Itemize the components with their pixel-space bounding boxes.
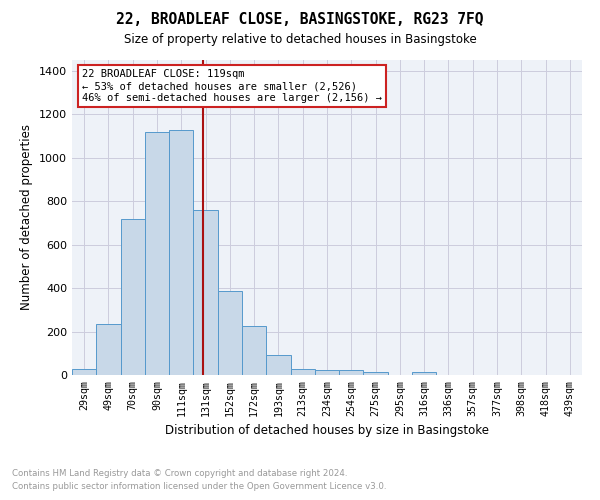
Text: 22, BROADLEAF CLOSE, BASINGSTOKE, RG23 7FQ: 22, BROADLEAF CLOSE, BASINGSTOKE, RG23 7… [116, 12, 484, 28]
Bar [169, 130, 193, 375]
Bar [339, 370, 364, 375]
Text: Contains HM Land Registry data © Crown copyright and database right 2024.: Contains HM Land Registry data © Crown c… [12, 468, 347, 477]
Text: Size of property relative to detached houses in Basingstoke: Size of property relative to detached ho… [124, 32, 476, 46]
Bar [290, 369, 315, 375]
Bar [266, 356, 290, 375]
Bar [121, 218, 145, 375]
Bar [193, 210, 218, 375]
Y-axis label: Number of detached properties: Number of detached properties [20, 124, 34, 310]
Bar [412, 372, 436, 375]
Bar [72, 369, 96, 375]
Text: Contains public sector information licensed under the Open Government Licence v3: Contains public sector information licen… [12, 482, 386, 491]
Bar [96, 324, 121, 375]
Bar [242, 326, 266, 375]
Bar [145, 132, 169, 375]
Bar [218, 292, 242, 375]
Text: 22 BROADLEAF CLOSE: 119sqm
← 53% of detached houses are smaller (2,526)
46% of s: 22 BROADLEAF CLOSE: 119sqm ← 53% of deta… [82, 70, 382, 102]
Bar [364, 372, 388, 375]
Bar [315, 370, 339, 375]
X-axis label: Distribution of detached houses by size in Basingstoke: Distribution of detached houses by size … [165, 424, 489, 437]
